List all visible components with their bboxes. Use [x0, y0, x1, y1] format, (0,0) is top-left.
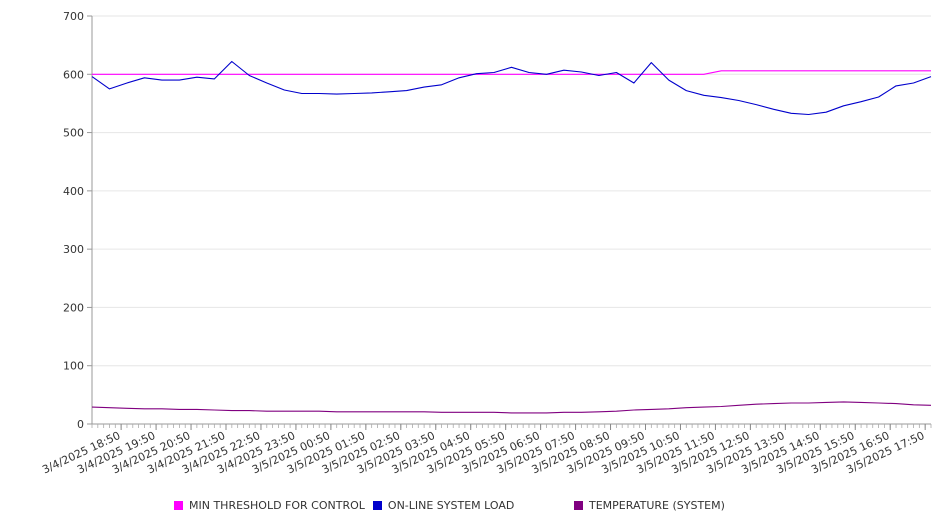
legend-item-load: ON-LINE SYSTEM LOAD — [372, 498, 515, 512]
legend-temperature: TEMPERATURE (SYSTEM) — [574, 497, 725, 513]
y-tick-label-400: 400 — [63, 185, 84, 198]
legend-label-load: ON-LINE SYSTEM LOAD — [387, 498, 515, 512]
legend-swatch-load — [372, 500, 382, 510]
y-tick-label-100: 100 — [63, 360, 84, 373]
y-tick-label-500: 500 — [63, 127, 84, 140]
legend-item-threshold: MIN THRESHOLD FOR CONTROL — [174, 499, 365, 512]
legend-label-threshold: MIN THRESHOLD FOR CONTROL — [189, 498, 365, 512]
series-lines — [91, 60, 932, 414]
y-tick-label-0: 0 — [77, 418, 84, 431]
legend-swatch-threshold — [174, 500, 183, 510]
series-line-0 — [92, 70, 931, 75]
grid-lines — [92, 15, 931, 425]
x-axis-tick-labels: 3/4/2025 18:503/4/2025 19:503/4/2025 20:… — [40, 424, 926, 476]
y-tick-label-300: 300 — [63, 243, 84, 256]
legend-label-temperature: TEMPERATURE (SYSTEM) — [589, 498, 725, 512]
y-tick-label-700: 700 — [63, 10, 84, 23]
y-axis-tick-labels: 0 100 200 300 400 500 600 700 — [63, 10, 92, 431]
y-tick-label-600: 600 — [63, 68, 84, 81]
legend-swatch-temperature — [574, 500, 583, 510]
y-tick-label-200: 200 — [63, 301, 84, 314]
series-line-2 — [91, 401, 932, 414]
series-line-1 — [91, 60, 932, 116]
legend: MIN THRESHOLD FOR CONTROL ON-LINE SYSTEM… — [174, 497, 514, 513]
legend-item-temperature: TEMPERATURE (SYSTEM) — [574, 499, 725, 512]
